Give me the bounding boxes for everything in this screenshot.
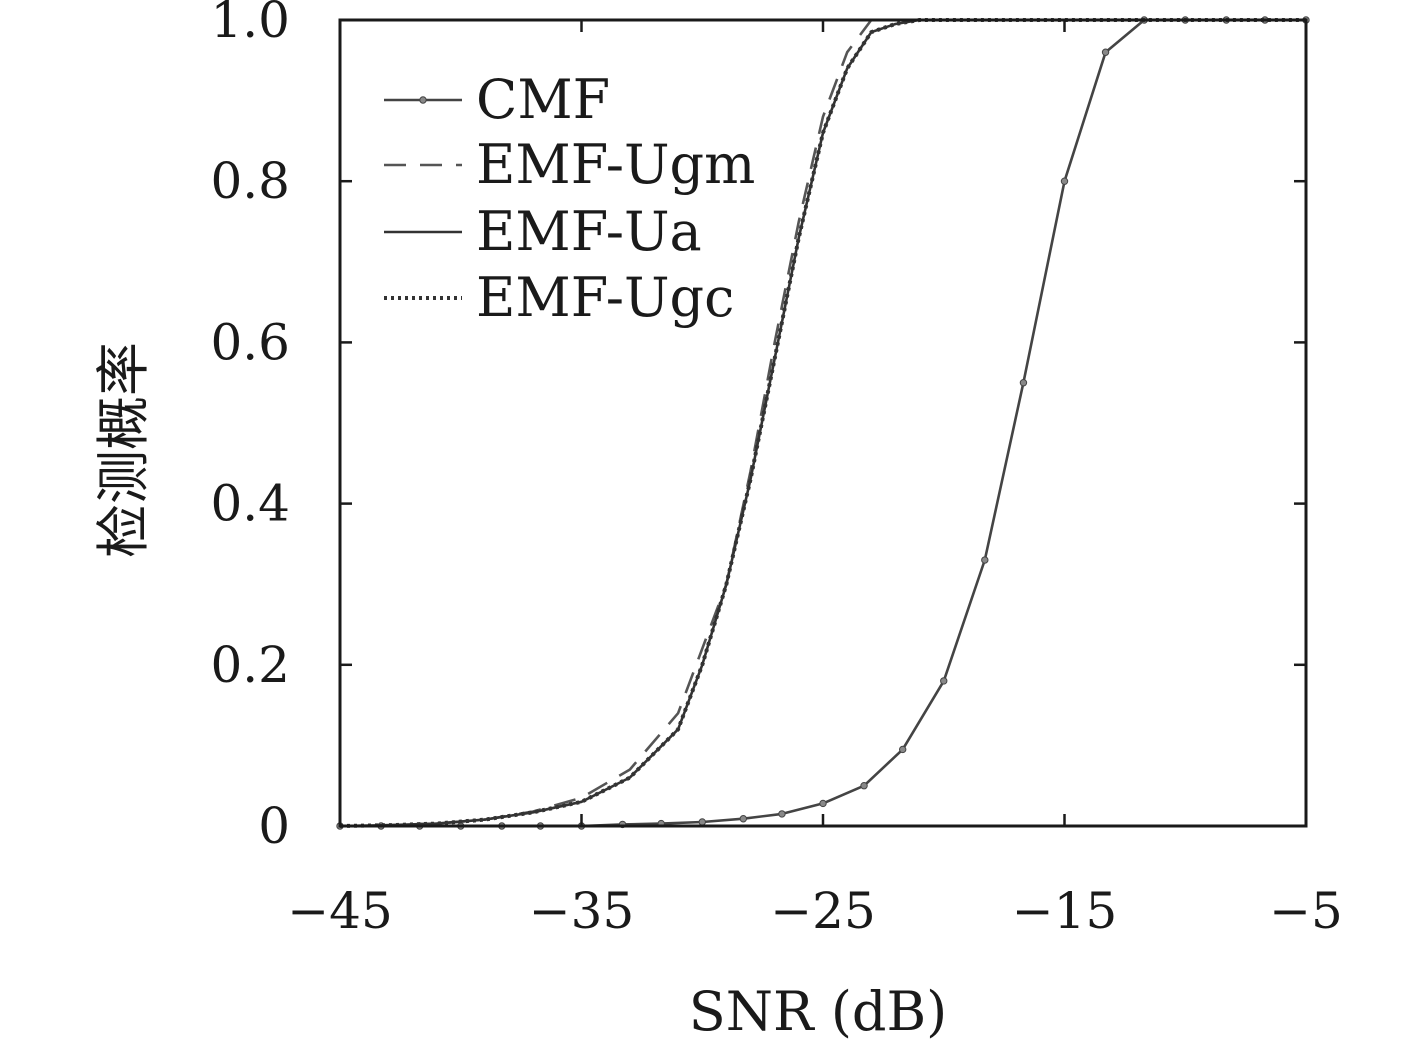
data-point-cmf (940, 677, 948, 685)
data-point-cmf (1101, 48, 1110, 56)
y-tick-label: 0.6 (210, 313, 290, 371)
x-tick-label: −25 (770, 882, 876, 940)
legend-marker-cmf (419, 96, 427, 104)
y-axis-title: 检测概率 (92, 342, 155, 558)
y-tick-label: 1.0 (210, 0, 290, 49)
legend-label-emf-ua: EMF-Ua (476, 200, 702, 263)
x-tick-label: −5 (1269, 882, 1343, 940)
x-tick-label: −45 (287, 882, 393, 940)
data-point-cmf (981, 556, 989, 564)
y-tick-label: 0.8 (210, 152, 290, 210)
data-point-cmf (860, 782, 868, 790)
data-point-cmf (698, 818, 706, 826)
y-tick-label: 0 (258, 797, 290, 855)
legend-label-cmf: CMF (476, 68, 610, 131)
x-tick-label: −35 (529, 882, 635, 940)
data-point-cmf (778, 810, 786, 818)
x-tick-label: −15 (1012, 882, 1118, 940)
ticks-layer: −45 −35 −25 −15 −5 0 0.2 0.4 0.6 0.8 1.0 (210, 0, 1342, 940)
data-point-cmf (898, 745, 907, 754)
legend-label-emf-ugc: EMF-Ugc (476, 266, 734, 329)
data-point-cmf (1019, 379, 1028, 387)
data-point-cmf (819, 799, 827, 808)
data-point-cmf (1060, 177, 1069, 185)
data-point-cmf (739, 815, 748, 823)
x-axis-title: SNR (dB) (689, 980, 947, 1043)
y-tick-label: 0.2 (210, 636, 290, 694)
legend-label-emf-ugm: EMF-Ugm (476, 133, 755, 196)
series-line-emf-ugc (339, 18, 1306, 828)
y-tick-label: 0.4 (210, 475, 290, 533)
